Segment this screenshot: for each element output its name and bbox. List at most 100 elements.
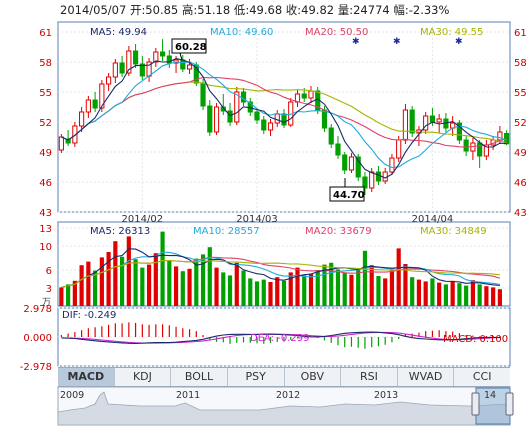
- candle-body: [186, 64, 193, 70]
- volume-bar: [464, 285, 469, 306]
- candle-body: [126, 50, 132, 74]
- volume-bar: [369, 265, 374, 306]
- candle-body: [348, 156, 355, 171]
- volume-bar: [214, 267, 219, 306]
- volume-bar: [389, 270, 395, 306]
- volume-bar: [59, 287, 64, 306]
- candle-body: [254, 111, 260, 121]
- tab-kdj[interactable]: KDJ: [115, 368, 172, 386]
- volume-bar: [437, 282, 442, 306]
- volume-bar: [450, 280, 455, 306]
- price-tick-left: 49: [39, 148, 52, 159]
- volume-bars: [59, 231, 502, 306]
- ma5-legend: MA5: 49.94: [90, 27, 147, 38]
- candle-body: [301, 93, 307, 99]
- ma20-legend: MA20: 50.50: [305, 27, 368, 38]
- tab-boll[interactable]: BOLL: [171, 368, 228, 386]
- price-tick-left: 52: [39, 118, 52, 129]
- low-callout-box: [329, 186, 365, 202]
- candle-body: [261, 119, 267, 131]
- volume-bar: [254, 281, 260, 306]
- date-tick: 2014/04: [412, 214, 454, 225]
- candle-body: [200, 82, 206, 107]
- macd-tick: 2.978: [23, 304, 52, 315]
- volume-tick: 6: [46, 266, 52, 277]
- candle-body: [281, 113, 287, 126]
- price-tick-right: 61: [514, 28, 527, 39]
- volume-bar: [410, 277, 415, 306]
- price-tick-left: 61: [39, 28, 52, 39]
- volume-unit: 万: [42, 298, 51, 308]
- date-tick: 2014/03: [236, 214, 278, 225]
- volume-tick: 3: [46, 284, 52, 295]
- candle-body: [375, 171, 382, 182]
- candlesticks: [58, 39, 510, 195]
- candle-body: [159, 51, 166, 57]
- price-tick-right: 52: [514, 118, 527, 129]
- nav-year-label: 2012: [276, 390, 300, 401]
- volume-bar: [322, 264, 327, 306]
- volume-bar: [248, 278, 253, 306]
- high-callout-box: [171, 38, 207, 54]
- volume-bar: [126, 236, 131, 306]
- volume-bar: [484, 286, 489, 306]
- volume-bar: [241, 270, 246, 306]
- volume-bar: [335, 269, 341, 306]
- volume-bar: [113, 241, 118, 306]
- tab-cci[interactable]: CCI: [472, 370, 492, 383]
- volume-bar: [86, 261, 91, 306]
- volume-bar: [153, 253, 158, 306]
- nav-year-label: 14: [484, 390, 496, 401]
- volume-bar: [160, 231, 165, 306]
- star-marker-icon: ✱: [393, 37, 401, 47]
- navigator-right-handle[interactable]: [505, 392, 514, 416]
- candle-body: [456, 122, 462, 141]
- volume-bar: [207, 247, 212, 306]
- nav-year-label: 2013: [374, 390, 398, 401]
- volume-bar: [443, 284, 449, 306]
- candle-body: [389, 157, 395, 173]
- candle-body: [92, 99, 98, 109]
- tab-macd[interactable]: MACD: [58, 368, 115, 386]
- macd-legend: MACD: 0.100: [443, 334, 508, 345]
- candle-body: [355, 156, 361, 178]
- volume-bar: [416, 279, 422, 306]
- vol-ma10-line: [61, 251, 500, 288]
- volume-bar: [194, 258, 199, 306]
- volume-bar: [268, 282, 273, 306]
- vol-ma30-legend: MA30: 34849: [420, 226, 487, 237]
- volume-bar: [200, 254, 206, 306]
- vol-ma20-legend: MA20: 33679: [305, 226, 372, 237]
- ma20-line: [61, 76, 507, 148]
- tab-obv[interactable]: OBV: [285, 368, 342, 386]
- volume-bar: [261, 279, 266, 306]
- volume-bar: [342, 272, 347, 306]
- date-tick: 2014/02: [122, 214, 164, 225]
- tab-wvad[interactable]: WVAD: [398, 368, 455, 386]
- volume-bar: [221, 272, 226, 306]
- volume-bar: [281, 280, 287, 306]
- volume-bar: [308, 273, 314, 306]
- price-tick-right: 43: [514, 208, 527, 219]
- volume-bar: [93, 270, 98, 306]
- ma30-legend: MA30: 49.55: [420, 27, 483, 38]
- volume-bar: [227, 275, 233, 306]
- candle-body: [119, 62, 125, 74]
- candle-body: [240, 91, 247, 103]
- price-tick-left: 43: [39, 208, 52, 219]
- candle-body: [382, 171, 388, 182]
- navigator-left-handle[interactable]: [471, 392, 480, 416]
- tab-psy[interactable]: PSY: [228, 368, 285, 386]
- volume-bar: [106, 252, 111, 306]
- volume-tick: 13: [39, 224, 52, 235]
- tab-rsi[interactable]: RSI: [341, 368, 398, 386]
- candle-body: [65, 138, 71, 144]
- navigator-window[interactable]: [475, 387, 511, 425]
- volume-bar: [146, 264, 152, 306]
- candle-body: [85, 99, 91, 113]
- volume-tick: 10: [39, 242, 52, 253]
- candle-body: [369, 171, 375, 189]
- ma5-line: [61, 58, 507, 179]
- candle-body: [112, 62, 118, 78]
